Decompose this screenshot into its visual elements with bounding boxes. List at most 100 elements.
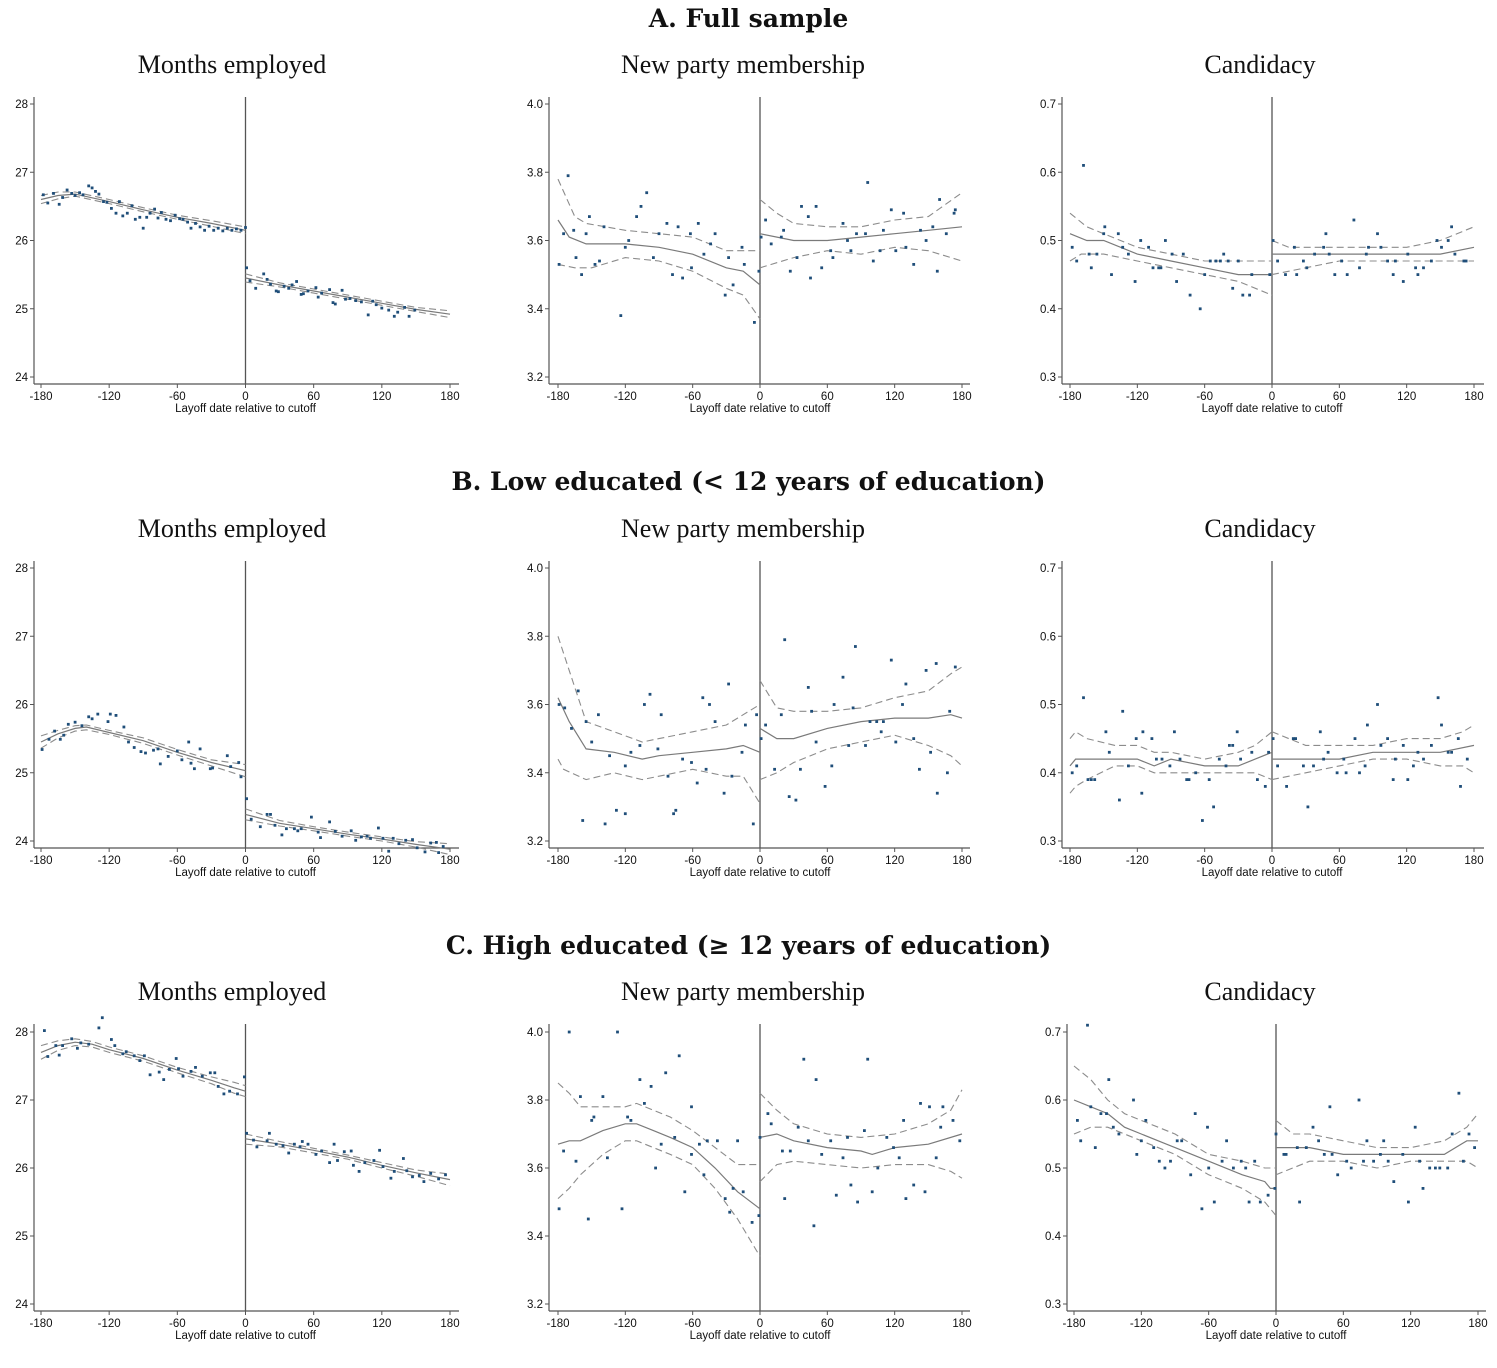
panel-b-2-data-point (1326, 750, 1330, 754)
panel-c-1-data-point (690, 1153, 693, 1156)
panel-a-2-data-point (1302, 259, 1305, 263)
panel-b-1-data-point (751, 822, 755, 826)
panel-b-0-data-point (180, 758, 184, 762)
panel-b-2-data-point (1459, 785, 1462, 788)
panel-b-0-data-point (273, 823, 277, 827)
panel-a-0-data-point (366, 313, 370, 317)
panel-c-1-data-point (820, 1153, 824, 1156)
panel-b-0-ci-upper-left (40, 724, 246, 766)
panel-a-0-data-point (61, 196, 64, 199)
panel-b-2-data-point (1141, 730, 1145, 734)
panel-b-0-data-point (47, 737, 51, 741)
panel-c-1-data-point (643, 1102, 646, 1105)
panel-title-a-months: Months employed (137, 50, 327, 79)
panel-a-1-data-point (557, 263, 561, 266)
panel-b-2-x-tick-label: 120 (1397, 855, 1416, 867)
panel-b-1-data-point (889, 658, 893, 662)
panel-c-1-data-point (863, 1129, 866, 1132)
panel-a-1-data-point (619, 314, 623, 317)
panel-c-2-data-point (1099, 1112, 1103, 1115)
panel-b-1-data-point (830, 764, 834, 768)
panel-b-1-data-point (603, 822, 607, 826)
panel-a-1-data-point (727, 256, 730, 259)
panel-a-0-data-point (178, 217, 181, 221)
panel-b-0-data-point (245, 797, 248, 801)
panel-a-0-data-point (186, 220, 189, 224)
panel-b-0-data-point (175, 749, 179, 753)
panel-a-0-data-point (392, 314, 396, 318)
panel-a-2-y-tick-label: 0.3 (1040, 372, 1056, 384)
panel-c-2-fit-left (1073, 1099, 1276, 1189)
panel-b-2-data-point (1285, 785, 1288, 788)
panel-b-2-data-point (1401, 744, 1405, 747)
panel-b-1-data-point (912, 737, 916, 740)
panel-c-1-data-point (923, 1190, 927, 1194)
panel-b-0-data-point (280, 833, 284, 837)
panel-b-1-data-point (590, 740, 594, 744)
panel-b-1-fit-right (759, 714, 963, 740)
panel-a-0-ci-upper-left (40, 191, 246, 228)
panel-b-0-data-point (225, 754, 229, 758)
panel-a-1-data-point (788, 269, 792, 273)
panel-b-1-data-point (851, 706, 855, 710)
panel-b-2-data-point (1363, 764, 1367, 768)
panel-a-0-data-point (70, 192, 74, 195)
panel-a-1-data-point (757, 269, 761, 273)
panel-b-2-data-point (1086, 778, 1090, 781)
panel-a-2-ci-upper-right (1271, 226, 1475, 248)
panel-b-1-data-point (643, 703, 646, 706)
panel-c-2-data-point (1345, 1159, 1349, 1163)
panel-a-0-data-point (65, 188, 69, 192)
panel-b-1-data-point (570, 727, 573, 730)
panel-a-0-data-point (360, 300, 363, 304)
panel-c-1-data-point (783, 1197, 787, 1200)
panel-c-2-y-tick-label: 0.7 (1045, 1027, 1061, 1039)
panel-b-1-data-point (894, 740, 898, 744)
panel-c-1-x-tick-label: 120 (885, 1318, 904, 1330)
panel-b-1-y-tick-label: 3.6 (527, 700, 543, 712)
panel-b-1-data-point (563, 706, 567, 710)
panel-c-2-data-point (1212, 1200, 1216, 1204)
panel-c-1-data-point (934, 1156, 938, 1160)
panel-a-0-data-point (90, 186, 94, 190)
panel-c-0-data-point (181, 1074, 185, 1078)
panel-c-0-y-tick-label: 27 (15, 1095, 28, 1107)
panel-c-0-data-point (189, 1070, 193, 1073)
panel-c-0-data-point (236, 1092, 239, 1096)
panel-c-0-data-point (402, 1157, 405, 1160)
panel-c-2-data-point (1258, 1200, 1262, 1204)
panel-a-1-data-point (912, 263, 916, 266)
panel-c-2-data-point (1328, 1105, 1332, 1109)
panel-a-0-data-point (169, 219, 172, 223)
panel-b-1-data-point (764, 723, 767, 727)
panel-a-2-data-point (1462, 259, 1466, 263)
panel-a-2-data-point (1175, 280, 1178, 283)
panel-b-0-data-point (166, 755, 170, 758)
panel-c-1-data-point (919, 1102, 922, 1105)
panel-c-1-data-point (902, 1119, 905, 1122)
panel-b-2-data-point (1239, 757, 1242, 761)
panel-a-1-fit-right (759, 226, 963, 242)
panel-c-1-y-tick-label: 3.6 (527, 1163, 543, 1175)
panel-a-2-data-point (1422, 266, 1425, 270)
panel-b-1-data-point (882, 720, 885, 723)
panel-c-0-y-tick-label: 24 (15, 1299, 28, 1311)
panel-b-2-data-point (1353, 737, 1357, 740)
panel-a-0-data-point (225, 226, 229, 230)
panel-b-2-ci-lower-left (1069, 765, 1273, 794)
panel-b-0-y-tick-label: 26 (15, 700, 28, 712)
panel-c-2-data-point (1247, 1200, 1251, 1204)
panel-b-1-data-point (841, 675, 845, 679)
panel-b-1-x-tick-label: 120 (885, 855, 904, 867)
panel-b-2-x-tick-label: 0 (1269, 855, 1275, 867)
panel-b-1-data-point (868, 720, 872, 723)
panel-b-0-x-tick-label: -120 (98, 855, 121, 867)
panel-a-1-data-point (689, 232, 692, 236)
panel-a-1-data-point (588, 215, 591, 218)
panel-c-2-x-tick-label: 0 (1273, 1318, 1279, 1330)
panel-c-0-data-point (332, 1142, 336, 1146)
panel-c-1-y-tick-label: 3.4 (527, 1231, 544, 1243)
panel-a-0-data-point (94, 190, 97, 193)
panel-c-2-data-point (1322, 1153, 1326, 1156)
panel-a-0-data-point (348, 297, 352, 300)
